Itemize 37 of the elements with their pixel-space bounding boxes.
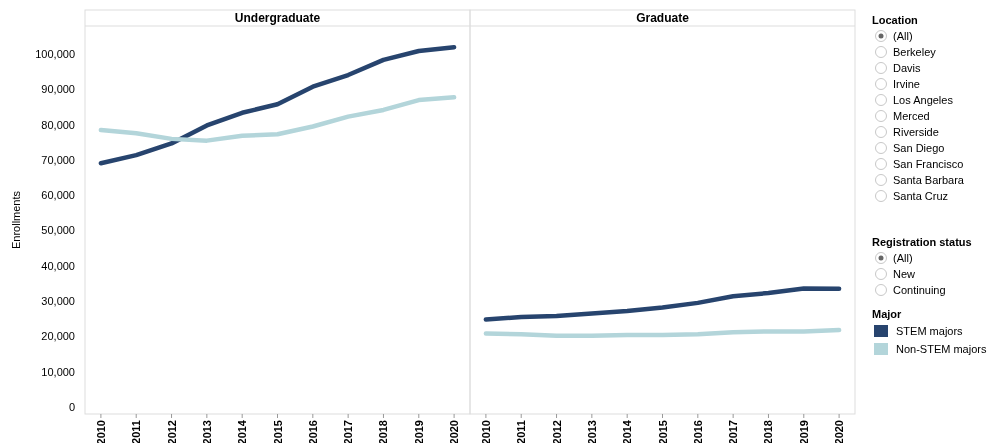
category-label: Santa Barbara (893, 174, 965, 186)
y-tick-label: 40,000 (41, 259, 75, 272)
chart-title: Graduate (636, 11, 690, 25)
y-tick-label: 100,000 (35, 48, 75, 61)
y-tick-label: 20,000 (41, 330, 75, 343)
y-tick-label: 0 (68, 400, 75, 413)
x-tick-label: 2011 (130, 420, 143, 443)
y-tick-label: 50,000 (41, 224, 75, 237)
y-tick-label: 70,000 (41, 153, 75, 166)
y-tick-label: 80,000 (41, 118, 75, 131)
category-label: Berkeley (893, 46, 937, 58)
category-label: Irvine (893, 78, 920, 90)
x-tick-label: 2011 (515, 420, 528, 443)
y-axis-title: Enrollments (10, 190, 22, 250)
legend-label: Non-STEM majors (896, 343, 987, 355)
legend-title: Major (872, 308, 903, 320)
category-label: Los Angeles (893, 94, 954, 106)
category-label: Davis (893, 62, 922, 74)
category-label: (All) (893, 252, 913, 264)
category-label: San Diego (893, 142, 945, 154)
category-label: Continuing (893, 284, 946, 296)
text: Registration status (872, 236, 972, 248)
category-label: New (893, 268, 916, 280)
line-series (98, 44, 457, 166)
category-label: Merced (893, 110, 930, 122)
y-tick-label: 60,000 (41, 189, 75, 202)
text: Location (872, 14, 919, 26)
y-tick-label: 90,000 (41, 83, 75, 96)
y-tick-label: 10,000 (41, 365, 75, 378)
category-label: Santa Cruz (893, 190, 949, 202)
chart-title: Undergraduate (234, 11, 321, 25)
category-label: (All) (893, 30, 913, 42)
category-label: San Francisco (893, 158, 964, 170)
legend-label: STEM majors (896, 325, 964, 337)
y-tick-label: 30,000 (41, 294, 75, 307)
category-label: Riverside (893, 126, 939, 138)
line-series (98, 95, 457, 143)
